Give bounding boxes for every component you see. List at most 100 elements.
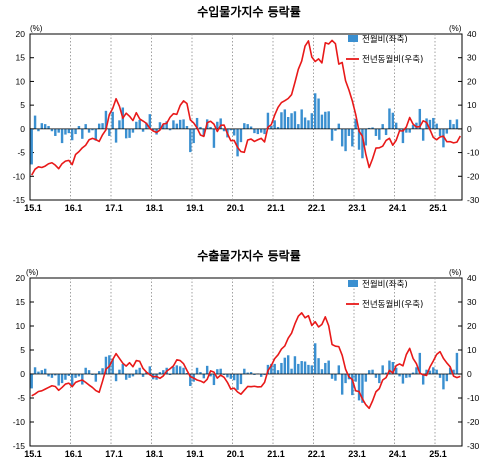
legend-bar-label: 전월비(좌축) [362,34,408,45]
bar [236,374,239,390]
bar [283,109,287,129]
bar [172,120,175,129]
bar [70,374,74,386]
left-tick-label: -15 [13,441,26,451]
bar [232,374,236,381]
bar [57,128,60,133]
bar [135,121,138,129]
bar [374,374,378,378]
left-tick-label: 15 [16,297,26,307]
x-tick-label: 25.1 [429,449,447,459]
chart-title: 수입물가지수 등락률 [197,4,301,19]
bar [357,128,361,150]
bar [114,128,118,143]
bar [445,128,449,134]
bar [185,373,189,374]
bar [128,128,131,138]
bar [141,374,145,377]
bar [371,369,374,374]
bar [202,374,206,379]
bar [401,128,405,144]
bar [222,374,226,375]
x-tick-label: 20.1 [227,203,245,213]
bar [87,370,91,374]
bar [50,128,54,132]
bar [151,128,155,131]
right-tick-label: 30 [467,297,477,307]
bar [74,374,77,378]
bar [421,128,425,141]
bar [205,365,209,374]
legend-bar-swatch [348,280,358,287]
bar [162,124,165,129]
bar [310,113,314,129]
bar [334,374,337,381]
bar [344,128,347,152]
bar [371,127,374,129]
bar [394,122,398,129]
bar [94,374,98,382]
bar [182,367,185,374]
bar [178,366,182,374]
bar [374,128,378,136]
x-tick-label: 19.1 [186,203,204,213]
bar [327,360,330,374]
bar [398,374,401,377]
bar [435,369,438,374]
left-tick-label: 10 [16,321,26,331]
x-tick-label: 18.1 [146,449,164,459]
bar [391,362,395,374]
bar [421,374,425,385]
bar [347,128,351,136]
bar [162,370,165,374]
bar [263,128,266,135]
bar [442,128,445,148]
bar [158,122,162,129]
right-tick-label: 0 [467,369,472,379]
bar [303,361,307,374]
x-tick-label: 25.1 [429,203,447,213]
bar [57,374,60,386]
bar [43,368,47,374]
bar [408,374,411,378]
bar [209,126,212,129]
bar [270,126,273,129]
bar [381,365,384,374]
bar [415,367,418,374]
bar [286,117,290,129]
legend: 전월비(좌축) 전년동월비(우축) [346,34,423,65]
right-tick-label: 20 [467,76,477,86]
bar [394,367,398,374]
bar [138,367,141,374]
x-tick-label: 21.1 [267,449,285,459]
bar [297,124,300,129]
bar [411,372,415,374]
bar [138,119,141,129]
left-tick-label: 20 [16,273,26,283]
bar [111,111,114,129]
bar [435,123,438,129]
bar [388,108,391,129]
bar [165,121,168,129]
left-tick-label: -5 [17,393,25,403]
bar [60,128,64,144]
bar [54,128,57,136]
bar [367,370,371,374]
bar [290,368,293,374]
plot-frame [29,277,463,447]
bar [118,120,121,129]
legend-bar-label: 전월비(좌축) [362,279,408,290]
bar [442,374,445,390]
bar [300,361,303,374]
bar [381,124,384,129]
bar [209,374,212,377]
bar [64,128,67,135]
bar [452,124,455,129]
bar [270,363,273,374]
bar [185,126,189,129]
bar [432,117,435,129]
bar [94,128,98,141]
bar [229,374,233,379]
bar [108,128,111,136]
bar [327,111,330,129]
